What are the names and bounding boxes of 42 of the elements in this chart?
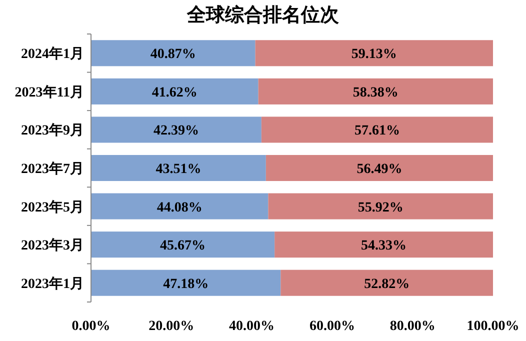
data-label: 42.39% [153,124,199,139]
bar [91,40,256,66]
x-tick-label: 0.00% [72,319,110,334]
x-tick-label: 80.00% [390,319,436,334]
y-tick-label: 2023年5月 [21,199,84,216]
bar [91,232,275,258]
bar [266,154,493,182]
data-label: 57.61% [354,124,400,139]
bar [274,232,493,258]
bar [91,193,268,220]
bar [280,270,493,296]
data-label: 41.62% [152,85,198,100]
y-tick-label: 2023年3月 [21,238,84,254]
chart-title: 全球综合排名位次 [186,4,340,26]
x-tick-label: 60.00% [309,319,355,334]
x-tick-label: 100.00% [466,319,520,334]
bar [261,116,493,143]
y-tick-label: 2023年1月 [21,276,84,292]
data-label: 59.13% [351,47,397,62]
data-label: 58.38% [352,85,398,100]
bar [258,78,493,104]
data-label: 56.49% [356,162,402,177]
data-label: 43.51% [156,162,202,177]
data-label: 55.92% [358,200,404,216]
bar [91,78,258,104]
y-tick-label: 2024年1月 [21,46,84,62]
bar [255,40,493,66]
data-label: 54.33% [361,238,407,254]
data-label: 52.82% [364,276,410,292]
bar [268,193,493,220]
y-tick-label: 2023年9月 [21,122,84,139]
bar [91,116,262,143]
bar [91,154,266,182]
y-tick-label: 2023年7月 [21,161,84,177]
data-label: 40.87% [150,47,196,62]
x-tick-label: 40.00% [229,319,275,334]
data-label: 45.67% [160,238,206,254]
data-label: 44.08% [156,200,202,216]
data-label: 47.18% [163,276,209,292]
bar [91,270,281,296]
x-tick-label: 20.00% [148,319,194,334]
y-tick-label: 2023年11月 [14,84,84,100]
